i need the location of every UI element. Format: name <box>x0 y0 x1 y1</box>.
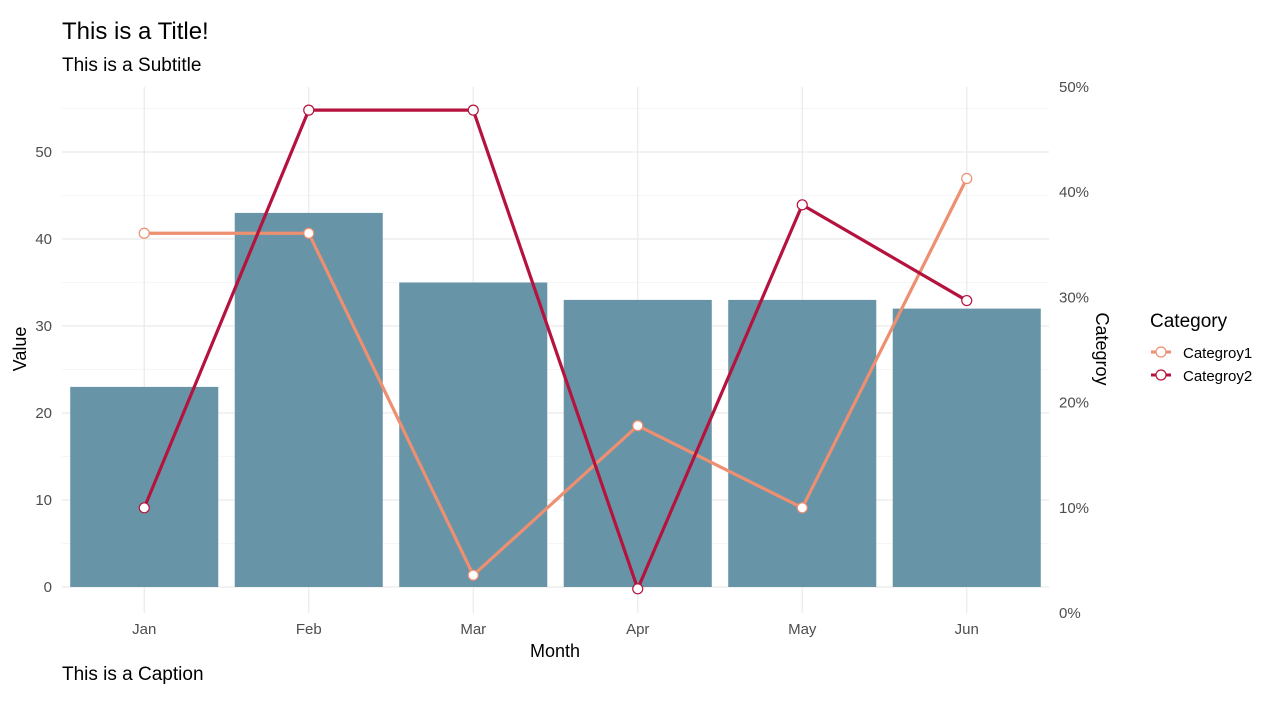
y-tick-label: 20 <box>35 405 52 422</box>
bar-apr <box>563 299 712 587</box>
x-tick-label: Mar <box>460 621 486 638</box>
point-categroy2-jan <box>138 502 150 514</box>
bar-jan <box>70 386 219 587</box>
point-categroy2-jun <box>961 294 973 307</box>
line-categroy2 <box>142 108 968 591</box>
legend: Category Categroy1 Categroy2 <box>1150 311 1252 385</box>
legend-key-point <box>1155 369 1167 381</box>
point-categroy2-apr <box>632 583 644 595</box>
y2-tick-label: 30% <box>1059 289 1089 306</box>
line-series <box>138 104 973 595</box>
point-categroy1-mar <box>467 569 479 581</box>
y-tick-label: 40 <box>35 231 52 248</box>
y-axis-ticks: 0 10 20 30 40 50 <box>35 144 52 596</box>
point-categroy1-jun <box>961 172 973 185</box>
y2-tick-label: 10% <box>1059 500 1089 517</box>
x-tick-label: Feb <box>296 621 322 638</box>
y2-tick-label: 20% <box>1059 395 1089 412</box>
secondary-y-axis-title: Categroy <box>1092 312 1112 385</box>
chart-title: This is a Title! <box>62 18 209 45</box>
y-axis-title: Value <box>10 327 30 372</box>
x-tick-label: May <box>788 621 817 638</box>
chart-caption: This is a Caption <box>62 664 204 685</box>
point-categroy2-feb <box>303 104 315 116</box>
y2-tick-label: 0% <box>1059 605 1081 622</box>
point-categroy1-jan <box>138 227 150 239</box>
y-tick-label: 50 <box>35 144 52 161</box>
bar-series <box>70 212 1041 587</box>
point-categroy1-apr <box>632 420 644 432</box>
point-categroy2-mar <box>467 104 479 116</box>
y2-tick-label: 50% <box>1059 79 1089 96</box>
point-categroy2-may <box>796 199 808 211</box>
y2-tick-label: 40% <box>1059 184 1089 201</box>
line-categroy1 <box>144 177 969 577</box>
y-tick-label: 0 <box>44 579 52 596</box>
point-categroy1-may <box>796 502 808 514</box>
legend-title: Category <box>1150 311 1228 332</box>
bar-may <box>728 299 877 587</box>
legend-label-categroy2: Categroy2 <box>1183 368 1252 385</box>
point-categroy1-feb <box>303 227 315 239</box>
legend-key-point <box>1155 346 1167 358</box>
x-axis-title: Month <box>530 641 580 661</box>
secondary-y-axis-ticks: 0% 10% 20% 30% 40% 50% <box>1059 79 1089 622</box>
x-tick-label: Apr <box>626 621 649 638</box>
x-tick-label: Jan <box>132 621 156 638</box>
x-tick-label: Jun <box>955 621 979 638</box>
y-tick-label: 30 <box>35 318 52 335</box>
chart-subtitle: This is a Subtitle <box>62 55 201 76</box>
bar-jun <box>892 308 1041 587</box>
legend-label-categroy1: Categroy1 <box>1183 345 1252 362</box>
x-axis-ticks: Jan Feb Mar Apr May Jun <box>132 621 979 638</box>
bar-mar <box>399 282 548 587</box>
bar-feb <box>234 212 383 587</box>
y-tick-label: 10 <box>35 492 52 509</box>
